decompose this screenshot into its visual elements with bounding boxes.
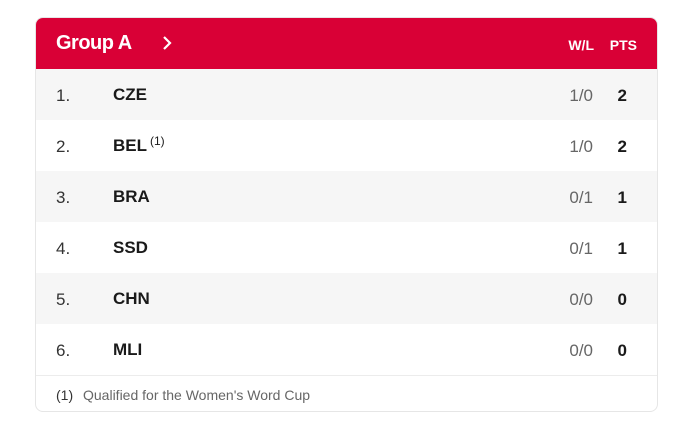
- rank: 2.: [56, 137, 71, 156]
- team-name[interactable]: CZE: [113, 85, 147, 105]
- team-name[interactable]: MLI: [113, 340, 142, 360]
- standings-row[interactable]: 6. MLI 0/0 0: [36, 324, 657, 375]
- win-loss: 0/0: [569, 341, 593, 360]
- team-name[interactable]: BRA: [113, 187, 150, 207]
- group-header[interactable]: Group A W/L PTS: [36, 18, 657, 69]
- standings-row[interactable]: 4. SSD 0/1 1: [36, 222, 657, 273]
- points: 1: [617, 188, 627, 207]
- standings-row[interactable]: 5. CHN 0/0 0: [36, 273, 657, 324]
- team-code: BEL: [113, 136, 147, 155]
- win-loss: 0/0: [569, 290, 593, 309]
- win-loss: 1/0: [569, 137, 593, 156]
- standings-row[interactable]: 1. CZE 1/0 2: [36, 69, 657, 120]
- points: 0: [617, 341, 627, 360]
- rank: 4.: [56, 239, 71, 258]
- win-loss: 0/1: [569, 239, 593, 258]
- standings-row[interactable]: 3. BRA 0/1 1: [36, 171, 657, 222]
- column-header-wl: W/L: [568, 37, 594, 53]
- points: 2: [617, 137, 627, 156]
- team-code: MLI: [113, 340, 143, 359]
- team-name[interactable]: SSD: [113, 238, 148, 258]
- rank: 1.: [56, 86, 71, 105]
- chevron-right-icon[interactable]: [160, 36, 174, 50]
- standings-row[interactable]: 2. BEL (1) 1/0 2: [36, 120, 657, 171]
- rank: 6.: [56, 341, 71, 360]
- team-code: BRA: [113, 187, 150, 206]
- column-header-pts: PTS: [609, 37, 637, 53]
- points: 0: [617, 290, 627, 309]
- footnote: (1) Qualified for the Women's Word Cup: [36, 375, 657, 411]
- win-loss: 1/0: [569, 86, 593, 105]
- rank: 5.: [56, 290, 71, 309]
- group-standings-card: Group A W/L PTS 1. CZE 1/0 2 2. BEL (1) 1/0 2 3. B…: [35, 17, 658, 412]
- team-code: CHN: [113, 289, 150, 308]
- team-name[interactable]: BEL (1): [113, 134, 165, 156]
- team-code: SSD: [113, 238, 148, 257]
- points: 2: [617, 86, 627, 105]
- rank: 3.: [56, 188, 71, 207]
- team-code: CZE: [113, 85, 147, 104]
- points: 1: [617, 239, 627, 258]
- qualification-note: (1): [150, 134, 165, 148]
- win-loss: 0/1: [569, 188, 593, 207]
- footnote-mark: (1): [56, 387, 74, 403]
- group-title[interactable]: Group A: [56, 32, 132, 54]
- team-name[interactable]: CHN: [113, 289, 150, 309]
- footnote-text: Qualified for the Women's Word Cup: [83, 387, 311, 403]
